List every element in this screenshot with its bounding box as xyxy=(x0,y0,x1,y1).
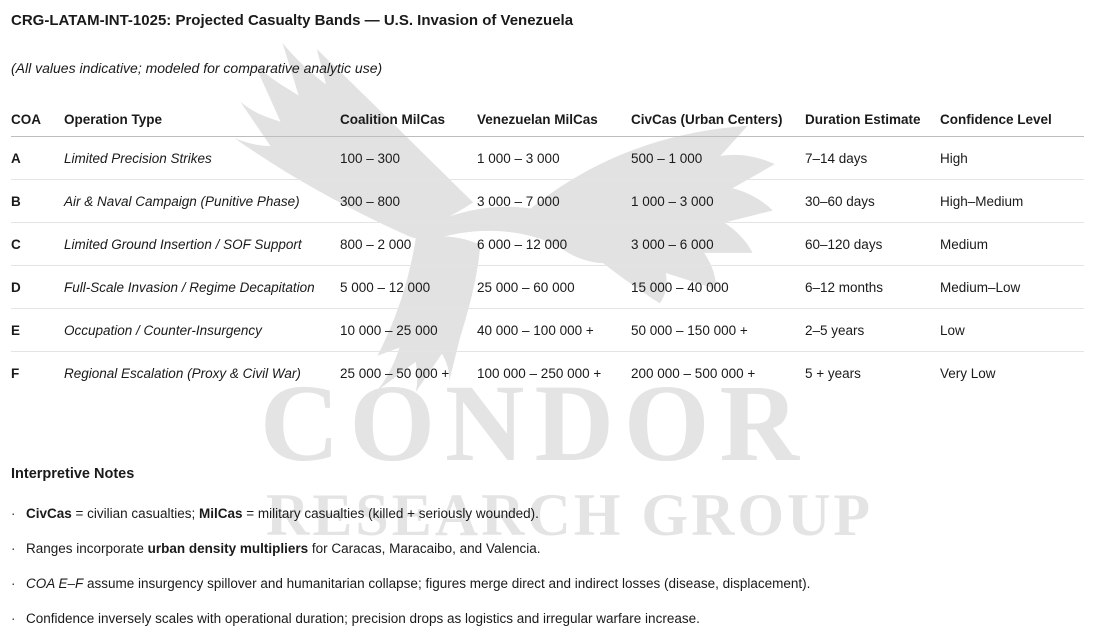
cell-civcas: 1 000 – 3 000 xyxy=(631,193,714,209)
cell-coa: B xyxy=(11,193,21,209)
cell-venezuelan: 25 000 – 60 000 xyxy=(477,279,575,295)
column-header-venezuelan: Venezuelan MilCas xyxy=(477,111,598,127)
note-item: · Ranges incorporate urban density multip… xyxy=(11,540,1084,557)
cell-coalition: 800 – 2 000 xyxy=(340,236,412,252)
note-text: CivCas = civilian casualties; MilCas = m… xyxy=(26,506,539,521)
column-header-operation: Operation Type xyxy=(64,111,163,127)
cell-confidence: Medium xyxy=(940,236,989,252)
table-row-coa-C: C Limited Ground Insertion / SOF Support 8… xyxy=(11,223,1084,266)
cell-operation: Occupation / Counter-Insurgency xyxy=(64,322,262,338)
cell-confidence: High–Medium xyxy=(940,193,1024,209)
report-page: CRG-LATAM-INT-1025: Projected Casualty B… xyxy=(11,12,1084,627)
cell-duration: 6–12 months xyxy=(805,279,884,295)
note-text: Confidence inversely scales with operati… xyxy=(26,611,700,626)
table-row-coa-E: E Occupation / Counter-Insurgency 10 000 –… xyxy=(11,309,1084,352)
cell-civcas: 500 – 1 000 xyxy=(631,150,703,166)
interpretive-notes-heading: Interpretive Notes xyxy=(11,466,135,482)
cell-duration: 2–5 years xyxy=(805,322,865,338)
cell-operation: Regional Escalation (Proxy & Civil War) xyxy=(64,365,301,381)
cell-operation: Limited Ground Insertion / SOF Support xyxy=(64,236,302,252)
interpretive-notes-list: · CivCas = civilian casualties; MilCas = … xyxy=(11,505,1084,627)
cell-coalition: 5 000 – 12 000 xyxy=(340,279,431,295)
cell-venezuelan: 1 000 – 3 000 xyxy=(477,150,560,166)
bullet-icon: · xyxy=(11,611,16,626)
table-row-coa-D: D Full-Scale Invasion / Regime Decapitati… xyxy=(11,266,1084,309)
table-body: A Limited Precision Strikes 100 – 300 1 000… xyxy=(11,137,1084,394)
column-header-coa: COA xyxy=(11,111,41,127)
cell-civcas: 3 000 – 6 000 xyxy=(631,236,714,252)
page-subtitle: (All values indicative; modeled for comp… xyxy=(11,60,383,76)
cell-duration: 7–14 days xyxy=(805,150,868,166)
cell-coa: F xyxy=(11,365,20,381)
cell-coa: E xyxy=(11,322,21,338)
cell-coa: A xyxy=(11,150,21,166)
cell-coa: C xyxy=(11,236,21,252)
cell-civcas: 200 000 – 500 000 + xyxy=(631,365,756,381)
bullet-icon: · xyxy=(11,541,16,556)
column-header-civcas: CivCas (Urban Centers) xyxy=(631,111,783,127)
cell-coa: D xyxy=(11,279,21,295)
cell-duration: 5 + years xyxy=(805,365,861,381)
cell-duration: 60–120 days xyxy=(805,236,883,252)
cell-venezuelan: 40 000 – 100 000 + xyxy=(477,322,594,338)
casualty-bands-table: COA Operation Type Coalition MilCas Venezue… xyxy=(11,102,1084,394)
table-row-coa-B: B Air & Naval Campaign (Punitive Phase) 30… xyxy=(11,180,1084,223)
note-item: · CivCas = civilian casualties; MilCas = … xyxy=(11,505,1084,522)
cell-confidence: Medium–Low xyxy=(940,279,1021,295)
cell-coalition: 300 – 800 xyxy=(340,193,401,209)
cell-operation: Full-Scale Invasion / Regime Decapitatio… xyxy=(64,279,315,295)
cell-venezuelan: 3 000 – 7 000 xyxy=(477,193,560,209)
note-item: · Confidence inversely scales with operat… xyxy=(11,610,1084,627)
cell-confidence: High xyxy=(940,150,968,166)
cell-civcas: 50 000 – 150 000 + xyxy=(631,322,748,338)
cell-operation: Air & Naval Campaign (Punitive Phase) xyxy=(64,193,300,209)
column-header-confidence: Confidence Level xyxy=(940,111,1052,127)
cell-duration: 30–60 days xyxy=(805,193,875,209)
column-header-coalition: Coalition MilCas xyxy=(340,111,446,127)
bullet-icon: · xyxy=(11,506,16,521)
column-header-duration: Duration Estimate xyxy=(805,111,921,127)
page-title: CRG-LATAM-INT-1025: Projected Casualty B… xyxy=(11,12,574,29)
table-header-row: COA Operation Type Coalition MilCas Venezue… xyxy=(11,102,1084,137)
bullet-icon: · xyxy=(11,576,16,591)
cell-civcas: 15 000 – 40 000 xyxy=(631,279,729,295)
cell-coalition: 10 000 – 25 000 xyxy=(340,322,438,338)
table-row-coa-A: A Limited Precision Strikes 100 – 300 1 000… xyxy=(11,137,1084,180)
cell-operation: Limited Precision Strikes xyxy=(64,150,212,166)
cell-confidence: Very Low xyxy=(940,365,996,381)
note-item: · COA E–F assume insurgency spillover and… xyxy=(11,575,1084,592)
cell-venezuelan: 6 000 – 12 000 xyxy=(477,236,568,252)
cell-coalition: 100 – 300 xyxy=(340,150,401,166)
cell-venezuelan: 100 000 – 250 000 + xyxy=(477,365,602,381)
note-text: Ranges incorporate urban density multipl… xyxy=(26,541,541,556)
cell-confidence: Low xyxy=(940,322,965,338)
table-row-coa-F: F Regional Escalation (Proxy & Civil War)… xyxy=(11,352,1084,394)
note-text: COA E–F assume insurgency spillover and … xyxy=(26,576,811,591)
cell-coalition: 25 000 – 50 000 + xyxy=(340,365,450,381)
